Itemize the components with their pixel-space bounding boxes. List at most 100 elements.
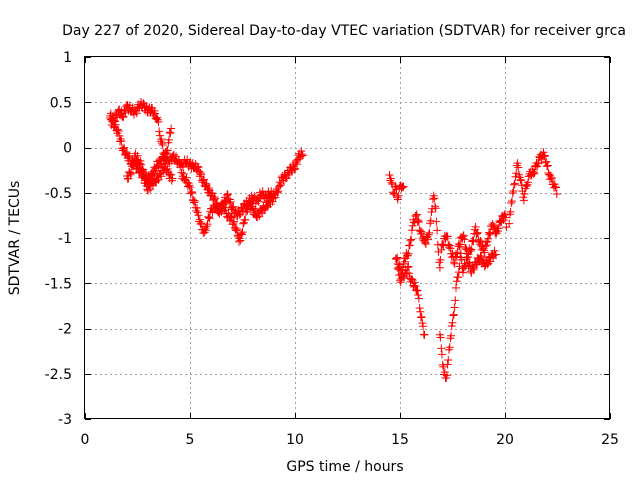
data-point xyxy=(237,204,246,213)
data-point xyxy=(447,322,456,331)
data-point xyxy=(186,183,194,192)
x-tick-label: 20 xyxy=(496,432,514,448)
y-tick-labels: 1 0.5 0 -0.5 -1 -1.5 -2 -2.5 -3 xyxy=(45,50,72,428)
data-series xyxy=(123,147,307,246)
y-tick-label: -2.5 xyxy=(45,367,72,383)
y-tick-label: -2 xyxy=(58,322,72,338)
data-point xyxy=(450,303,459,312)
data-point xyxy=(244,201,253,210)
data-point xyxy=(152,162,161,171)
data-point xyxy=(436,333,445,342)
data-point xyxy=(442,371,451,380)
data-point xyxy=(481,242,490,251)
data-point xyxy=(230,217,239,226)
data-point xyxy=(182,173,191,182)
data-point xyxy=(165,159,174,168)
data-point xyxy=(129,162,138,171)
data-point xyxy=(423,232,432,241)
data-point xyxy=(163,164,172,173)
grid xyxy=(85,57,610,419)
data-point xyxy=(165,128,174,137)
data-point xyxy=(223,190,232,199)
data-point xyxy=(520,189,529,198)
data-point xyxy=(552,190,561,199)
data-point xyxy=(398,183,407,192)
x-tick-label: 25 xyxy=(601,432,619,448)
data-point xyxy=(552,183,561,192)
data-point xyxy=(450,259,459,268)
data-point xyxy=(267,193,276,202)
data-point xyxy=(543,161,552,170)
data-point xyxy=(167,124,176,133)
data-point xyxy=(446,244,455,253)
data-point xyxy=(480,246,488,255)
data-point xyxy=(517,176,526,185)
data-point xyxy=(459,268,467,277)
data-point xyxy=(419,330,428,339)
data-point xyxy=(437,245,446,254)
data-point xyxy=(111,120,120,129)
data-point xyxy=(153,173,162,182)
data-point xyxy=(543,162,551,171)
data-point xyxy=(463,253,472,262)
data-point xyxy=(167,176,176,185)
data-point xyxy=(389,190,398,199)
data-point xyxy=(467,245,476,254)
data-point xyxy=(419,322,428,331)
data-point xyxy=(459,231,468,240)
data-point xyxy=(492,229,501,238)
data-point xyxy=(133,151,142,160)
data-point xyxy=(120,143,129,152)
data-point xyxy=(501,213,510,222)
data-point xyxy=(530,169,539,178)
data-point xyxy=(201,224,210,233)
data-point xyxy=(202,222,211,231)
data-point xyxy=(298,150,306,159)
data-point xyxy=(437,344,446,353)
data-point xyxy=(153,115,162,124)
data-point xyxy=(205,214,214,223)
data-point xyxy=(204,212,213,221)
data-point xyxy=(385,171,394,180)
data-series xyxy=(391,253,429,339)
data-point xyxy=(200,175,208,184)
data-point xyxy=(522,182,531,191)
data-point xyxy=(445,343,454,352)
data-point xyxy=(415,226,424,235)
data-point xyxy=(519,196,528,205)
data-point xyxy=(119,112,128,121)
data-point xyxy=(124,174,133,183)
data-point xyxy=(195,215,204,224)
data-point xyxy=(473,229,481,238)
data-point xyxy=(464,262,473,271)
data-point xyxy=(396,276,404,285)
x-axis-label: GPS time / hours xyxy=(286,459,403,475)
data-point xyxy=(393,264,402,273)
data-point xyxy=(237,229,246,238)
data-point xyxy=(229,202,238,211)
data-point xyxy=(196,168,205,177)
data-point xyxy=(414,218,423,227)
data-points xyxy=(106,97,561,383)
data-point xyxy=(405,269,414,278)
data-point xyxy=(482,258,491,267)
data-point xyxy=(190,196,199,205)
data-point xyxy=(455,242,464,251)
data-point xyxy=(153,160,162,169)
data-point xyxy=(117,136,126,145)
data-point xyxy=(387,178,396,187)
y-tick-label: 1 xyxy=(63,50,72,66)
data-point xyxy=(451,296,460,305)
data-point xyxy=(136,156,145,165)
data-point xyxy=(456,249,465,258)
data-point xyxy=(160,164,169,173)
data-point xyxy=(510,179,519,188)
data-point xyxy=(396,278,405,287)
chart-title: Day 227 of 2020, Sidereal Day-to-day VTE… xyxy=(62,23,626,39)
data-point xyxy=(223,190,232,199)
data-point xyxy=(113,125,122,134)
data-point xyxy=(484,259,493,268)
data-point xyxy=(495,217,504,226)
data-point xyxy=(126,170,135,179)
data-point xyxy=(236,236,245,245)
